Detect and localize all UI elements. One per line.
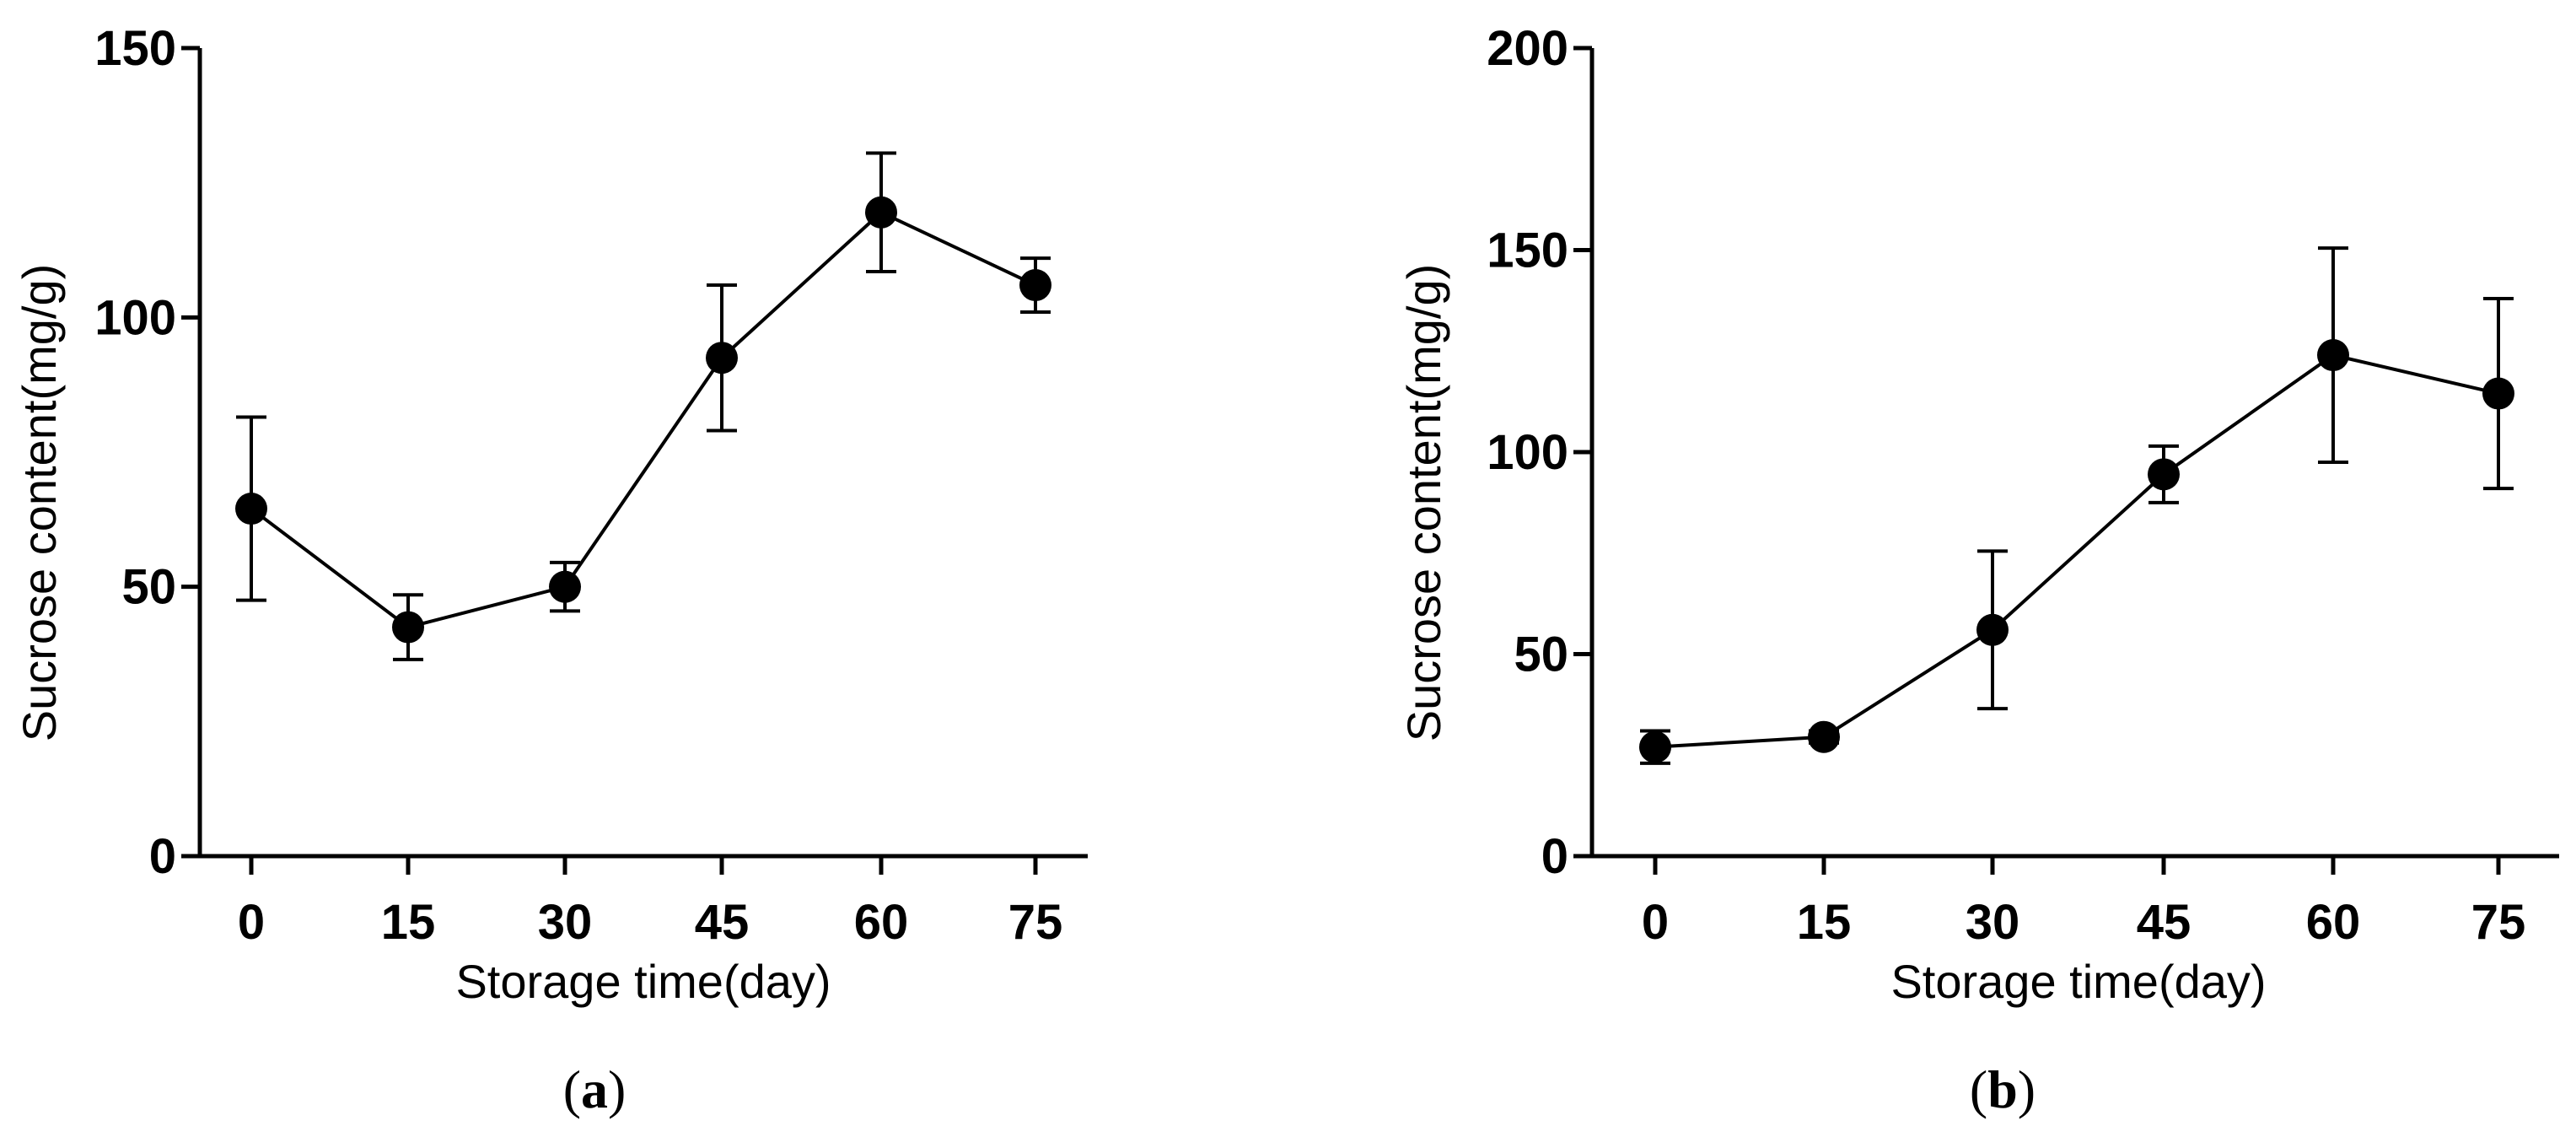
data-point — [392, 611, 424, 644]
y-tick-label: 50 — [121, 560, 176, 615]
series-line — [1654, 353, 2499, 749]
data-point — [2482, 377, 2514, 410]
y-tick-label: 50 — [1514, 628, 1568, 682]
data-point — [1808, 720, 1840, 753]
x-tick-label: 75 — [2471, 895, 2526, 950]
x-tick-label: 0 — [238, 895, 265, 950]
x-tick-label: 60 — [854, 895, 909, 950]
y-tick-label: 200 — [1487, 21, 1568, 76]
y-axis-title: Sucrose content(mg/g) — [1397, 264, 1450, 741]
x-tick-label: 45 — [2137, 895, 2191, 950]
x-axis-title: Storage time(day) — [455, 955, 831, 1008]
data-point — [549, 570, 581, 603]
data-point — [1976, 613, 2009, 646]
series-line — [250, 210, 1036, 629]
x-axis-title: Storage time(day) — [1890, 955, 2266, 1008]
x-tick-label: 0 — [1642, 895, 1669, 950]
x-tick-label: 15 — [1797, 895, 1852, 950]
chart-panel-a: 0 50 100 150 0 15 30 45 60 75 Storage time(day) Suc… — [13, 21, 1088, 1119]
x-tick-label: 75 — [1008, 895, 1063, 950]
data-point — [2317, 339, 2349, 372]
y-tick-label: 0 — [1541, 829, 1568, 884]
y-axis-title: Sucrose content(mg/g) — [13, 264, 66, 741]
x-tick-label: 30 — [538, 895, 593, 950]
data-point — [2148, 458, 2180, 491]
y-tick-label: 0 — [149, 829, 176, 884]
x-tick-label: 30 — [1966, 895, 2020, 950]
x-tick-label: 15 — [381, 895, 436, 950]
data-point — [235, 493, 267, 525]
data-point — [1019, 269, 1051, 302]
y-tick-label: 100 — [1487, 425, 1568, 480]
x-tick-label: 45 — [695, 895, 750, 950]
y-tick-label: 100 — [94, 290, 176, 345]
data-point — [706, 342, 738, 375]
panel-caption: (b) — [1970, 1059, 2036, 1119]
x-tick-label: 60 — [2306, 895, 2361, 950]
panel-caption: (a) — [563, 1059, 627, 1119]
data-point — [1639, 730, 1671, 763]
y-tick-label: 150 — [94, 21, 176, 76]
chart-panel-b: 0 50 100 150 200 0 15 30 45 60 75 Storage time(day)… — [1397, 21, 2559, 1119]
data-point — [865, 196, 897, 229]
y-tick-label: 150 — [1487, 224, 1568, 278]
